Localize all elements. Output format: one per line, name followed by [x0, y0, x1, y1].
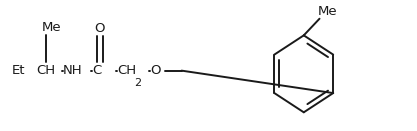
- Text: Me: Me: [42, 21, 62, 34]
- Text: Me: Me: [317, 5, 337, 18]
- Text: C: C: [92, 64, 101, 77]
- Text: O: O: [94, 22, 104, 35]
- Text: CH: CH: [117, 64, 136, 77]
- Text: 2: 2: [134, 78, 141, 88]
- Text: CH: CH: [36, 64, 55, 77]
- Text: O: O: [150, 64, 161, 77]
- Text: Et: Et: [12, 64, 25, 77]
- Text: NH: NH: [63, 64, 83, 77]
